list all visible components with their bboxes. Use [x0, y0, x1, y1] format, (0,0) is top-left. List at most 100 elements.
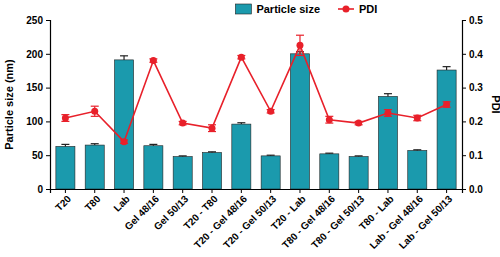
- tick: T80 - Gel 48/16: [280, 189, 338, 251]
- tick: T80 - Gel 50/13: [309, 189, 367, 251]
- legend-swatch: [235, 4, 251, 14]
- tick-mark: [462, 20, 466, 21]
- error-cap: [91, 143, 99, 144]
- marks: [56, 35, 456, 189]
- legend-entry: Particle size: [235, 3, 320, 15]
- error-bar: [443, 67, 451, 70]
- tick-mark: [46, 20, 50, 21]
- marker: [384, 109, 391, 116]
- tick-mark: [153, 189, 154, 193]
- error-bar: [413, 149, 421, 151]
- error-cap: [61, 144, 69, 145]
- tick: Lab: [111, 189, 131, 214]
- error-cap: [355, 155, 363, 156]
- tick-mark: [417, 189, 418, 193]
- bar: [202, 152, 221, 189]
- tick: 0.0: [462, 184, 483, 195]
- tick: 0: [37, 184, 50, 195]
- y2-axis-title: PDI: [490, 95, 500, 113]
- error-cap: [237, 122, 245, 123]
- error-bar: [61, 144, 69, 146]
- bar: [173, 157, 192, 189]
- tick: 200: [26, 49, 50, 60]
- error-bar: [237, 123, 245, 124]
- tick-label: Lab - Gel 50/13: [397, 193, 455, 251]
- tick-mark: [462, 121, 466, 122]
- marker: [150, 57, 157, 64]
- error-bar: [208, 151, 216, 153]
- tick: 0.3: [462, 82, 483, 93]
- tick-mark: [387, 189, 388, 193]
- tick-mark: [270, 189, 271, 193]
- marker: [267, 108, 274, 115]
- bar: [320, 154, 339, 189]
- error-bar: [179, 155, 187, 157]
- error-cap: [267, 155, 275, 156]
- axis-line: [463, 21, 467, 190]
- error-cap: [91, 106, 99, 107]
- error-bar: [325, 153, 333, 155]
- tick-label: T80: [83, 193, 103, 213]
- tick: 150: [26, 82, 50, 93]
- tick: 250: [26, 15, 50, 26]
- error-bar: [443, 102, 451, 107]
- error-cap: [208, 151, 216, 152]
- tick-mark: [446, 189, 447, 193]
- tick: 0.4: [462, 49, 483, 60]
- tick-label: 150: [26, 82, 43, 93]
- tick: T20 - Gel 48/16: [192, 189, 250, 251]
- tick-mark: [182, 189, 183, 193]
- tick-mark: [212, 189, 213, 193]
- legend-label: PDI: [359, 3, 377, 15]
- tick-mark: [46, 121, 50, 122]
- marker: [209, 125, 216, 132]
- marker: [62, 115, 69, 122]
- tick-mark: [241, 189, 242, 193]
- tick: T80: [83, 189, 103, 213]
- marker: [443, 101, 450, 108]
- tick-mark: [94, 189, 95, 193]
- marker: [414, 115, 421, 122]
- chart: T20T80LabGel 48/16Gel 50/13T20 - T80T20 …: [0, 0, 500, 257]
- error-cap: [91, 116, 99, 117]
- tick-label: Lab: [111, 193, 131, 213]
- tick: 0.2: [462, 116, 483, 127]
- error-cap: [413, 149, 421, 150]
- marker: [296, 42, 303, 49]
- tick-mark: [358, 189, 359, 193]
- bar: [408, 150, 427, 189]
- marker: [355, 120, 362, 127]
- tick-mark: [46, 54, 50, 55]
- marker: [238, 54, 245, 61]
- axis-line: [46, 21, 51, 190]
- marker: [91, 108, 98, 115]
- tick-mark: [462, 189, 466, 190]
- error-bar: [355, 155, 363, 157]
- bar: [437, 70, 456, 189]
- tick-label: 0.1: [469, 150, 483, 161]
- error-cap: [179, 155, 187, 156]
- y-axis-title: Particle size (nm): [3, 59, 15, 150]
- tick-label: 0.4: [469, 49, 483, 60]
- series-line: [61, 35, 450, 145]
- tick: 100: [26, 116, 50, 127]
- tick-label: 50: [32, 150, 44, 161]
- line: [65, 45, 446, 141]
- legend-marker: [342, 6, 349, 13]
- error-bar: [149, 144, 157, 145]
- error-cap: [296, 35, 304, 36]
- tick-label: 0.3: [469, 82, 483, 93]
- tick-label: 0: [37, 184, 43, 195]
- tick: Lab - Gel 50/13: [397, 189, 455, 251]
- bar: [349, 157, 368, 189]
- bar: [261, 156, 280, 189]
- error-bar: [91, 144, 99, 145]
- tick-label: 250: [26, 15, 43, 26]
- tick: 0.5: [462, 15, 483, 26]
- error-bar: [61, 115, 69, 122]
- y-axis: 0 50 100 150 200 250: [26, 15, 50, 195]
- bar: [378, 96, 397, 189]
- tick: Lab - Gel 48/16: [367, 189, 425, 251]
- legend-label: Particle size: [256, 3, 320, 15]
- tick-mark: [462, 54, 466, 55]
